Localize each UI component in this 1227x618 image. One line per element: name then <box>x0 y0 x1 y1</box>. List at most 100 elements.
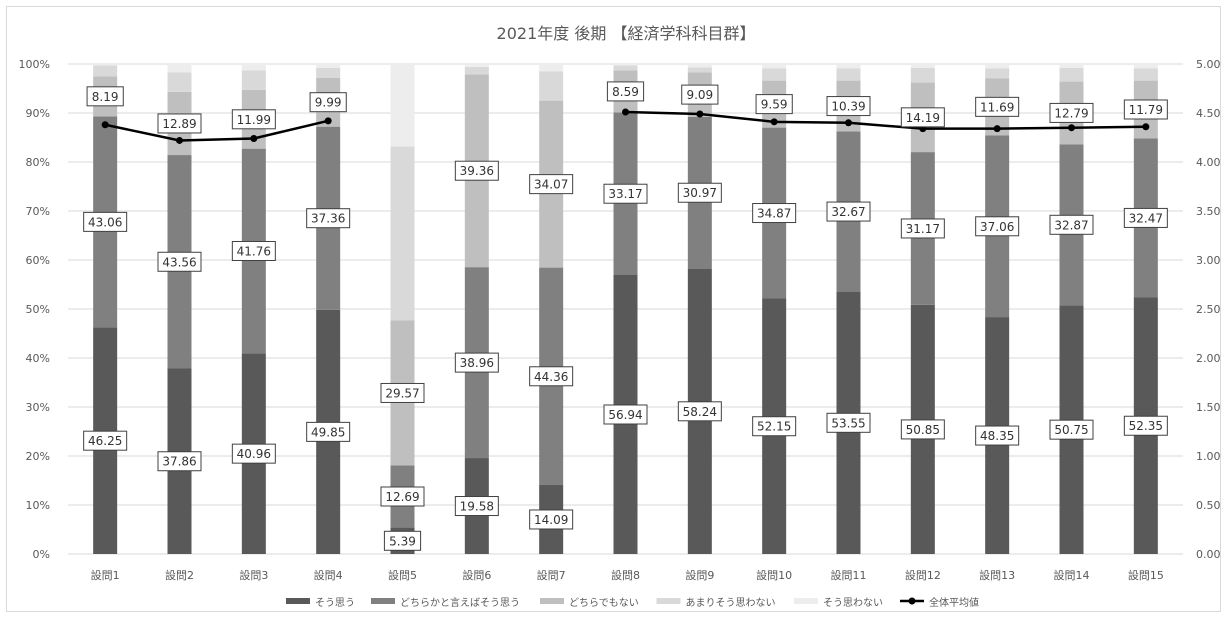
data-label-box <box>306 208 351 229</box>
bar-segment <box>613 65 638 71</box>
average-point <box>176 136 183 144</box>
data-label-box <box>826 412 871 433</box>
data-label-box <box>603 404 648 425</box>
legend-label: あまりそう思わない <box>686 597 776 609</box>
data-label-box <box>1049 419 1094 440</box>
data-label-box <box>681 84 719 105</box>
average-point <box>770 118 778 126</box>
y-left-tick-label: 20% <box>26 450 50 463</box>
data-label: 37.06 <box>975 216 1020 237</box>
y-right-tick-label: 4.50 <box>1196 107 1221 120</box>
average-point <box>1142 123 1150 131</box>
data-label-box <box>157 251 202 272</box>
data-label-box <box>83 211 128 232</box>
bar-segment <box>910 67 935 83</box>
legend-item: 全体平均値 <box>900 596 979 609</box>
legend-swatch <box>286 598 310 604</box>
data-label: 38.96 <box>454 352 499 373</box>
legend-item: どちらかと言えばそう思う <box>371 596 520 609</box>
data-label-box <box>231 240 276 261</box>
data-label: 49.85 <box>306 421 351 442</box>
data-label: 44.36 <box>529 366 574 387</box>
data-label-box <box>1123 415 1168 436</box>
y-right-tick-label: 0.50 <box>1196 499 1221 512</box>
bar-segment <box>762 64 787 69</box>
x-tick-label: 設問3 <box>239 568 268 582</box>
legend-item: そう思わない <box>794 597 883 609</box>
data-label: 14.19 <box>900 107 945 128</box>
y-right-tick-label: 1.50 <box>1196 401 1221 414</box>
y-left-tick-label: 10% <box>26 499 50 512</box>
x-tick-label: 設問1 <box>91 568 120 582</box>
data-label: 11.79 <box>1123 99 1168 120</box>
data-label-text: 48.35 <box>980 429 1014 443</box>
legend-label: どちらかと言えばそう思う <box>400 596 520 609</box>
data-label-text: 46.25 <box>88 434 122 448</box>
data-label-text: 52.35 <box>1129 419 1163 433</box>
data-label-text: 32.47 <box>1129 211 1163 225</box>
data-label-text: 43.06 <box>88 215 122 229</box>
data-label-box <box>231 109 276 130</box>
x-tick-label: 設問12 <box>905 568 941 582</box>
data-label-text: 34.87 <box>757 207 791 221</box>
data-label-box <box>677 401 722 422</box>
y-right-tick-label: 2.00 <box>1196 352 1221 365</box>
data-label-box <box>755 94 793 115</box>
x-tick-label: 設問14 <box>1054 568 1090 582</box>
data-label: 32.67 <box>826 201 871 222</box>
average-point <box>250 134 258 142</box>
axis-layer: 0% 0.00 10% 0.50 20% 1.00 30% 1.50 40% 2.00 50% 2.5… <box>19 58 1221 582</box>
bar-segment <box>836 68 861 81</box>
data-label: 12.69 <box>380 486 425 507</box>
x-tick-label: 設問5 <box>388 568 417 582</box>
legend-line-marker <box>908 597 916 605</box>
bar-segment <box>167 72 192 92</box>
bar-segment <box>1059 64 1084 68</box>
legend-label: どちらでもない <box>569 597 639 609</box>
data-label-text: 37.06 <box>980 220 1014 234</box>
data-label-text: 43.56 <box>162 255 196 269</box>
data-label-box <box>900 218 945 239</box>
data-label: 39.36 <box>454 160 499 181</box>
data-label: 9.99 <box>309 92 347 113</box>
data-label-text: 29.57 <box>385 386 419 400</box>
average-point <box>696 110 704 118</box>
data-label: 12.79 <box>1049 102 1094 123</box>
data-label-text: 40.96 <box>237 447 271 461</box>
data-label-text: 58.24 <box>683 405 717 419</box>
x-tick-label: 設問11 <box>831 568 867 582</box>
y-right-tick-label: 1.00 <box>1196 450 1221 463</box>
data-label-box <box>1049 214 1094 235</box>
data-label-text: 19.58 <box>460 500 494 514</box>
y-left-tick-label: 50% <box>26 303 50 316</box>
y-right-tick-label: 3.50 <box>1196 205 1221 218</box>
y-right-tick-label: 4.00 <box>1196 156 1221 169</box>
data-label-text: 9.59 <box>761 98 788 112</box>
legend-swatch <box>794 598 818 604</box>
data-label-text: 11.69 <box>980 100 1014 114</box>
data-label-box <box>157 451 202 472</box>
data-label: 43.06 <box>83 211 128 232</box>
x-tick-label: 設問10 <box>756 568 792 582</box>
data-label-text: 9.99 <box>315 96 342 110</box>
data-label-box <box>826 201 871 222</box>
data-label: 8.59 <box>606 81 645 102</box>
data-label-text: 37.86 <box>162 455 196 469</box>
chart-frame <box>6 6 1221 612</box>
data-label-text: 32.87 <box>1054 218 1088 232</box>
data-label-text: 39.36 <box>460 164 494 178</box>
y-left-tick-label: 90% <box>26 107 50 120</box>
data-label: 50.75 <box>1049 419 1094 440</box>
data-label-text: 41.76 <box>237 244 271 258</box>
data-label-box <box>677 182 722 203</box>
x-tick-label: 設問13 <box>979 568 1015 582</box>
data-label-box <box>529 366 574 387</box>
data-label: 58.24 <box>677 401 722 422</box>
average-point <box>1068 124 1075 132</box>
x-tick-label: 設問9 <box>685 568 714 582</box>
bar-segment <box>167 64 192 73</box>
data-label-box <box>975 425 1020 446</box>
data-label-box <box>752 203 797 224</box>
